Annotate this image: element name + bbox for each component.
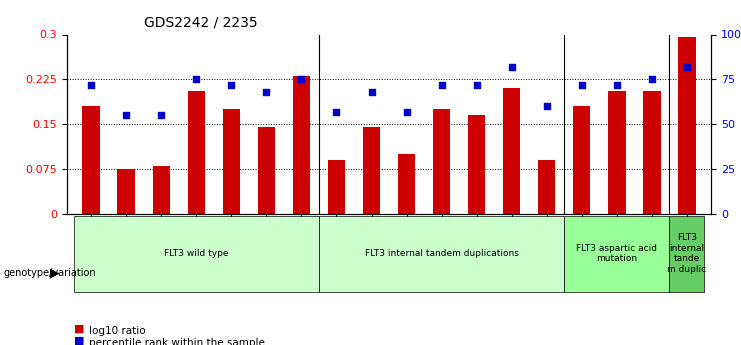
Bar — [363, 127, 380, 214]
Point — [401, 109, 413, 115]
Point — [541, 104, 553, 109]
Point — [85, 82, 97, 88]
Bar — [187, 91, 205, 214]
Bar — [468, 115, 485, 214]
Bar — [293, 76, 310, 214]
Point — [225, 82, 237, 88]
Point — [365, 89, 377, 95]
Point — [611, 82, 622, 88]
Bar — [153, 166, 170, 214]
Bar — [503, 88, 520, 214]
Point — [471, 82, 482, 88]
Bar — [433, 109, 451, 214]
Point — [120, 112, 132, 118]
FancyBboxPatch shape — [319, 216, 564, 292]
Bar — [328, 160, 345, 214]
Bar — [678, 38, 696, 214]
Text: percentile rank within the sample: percentile rank within the sample — [89, 338, 265, 345]
FancyBboxPatch shape — [564, 216, 669, 292]
Bar — [118, 169, 135, 214]
Bar — [82, 106, 100, 214]
Point — [646, 77, 658, 82]
FancyBboxPatch shape — [73, 216, 319, 292]
Point — [156, 112, 167, 118]
Bar — [258, 127, 275, 214]
FancyBboxPatch shape — [669, 216, 705, 292]
Bar — [398, 154, 415, 214]
Point — [505, 64, 517, 70]
Point — [330, 109, 342, 115]
Point — [436, 82, 448, 88]
Bar — [573, 106, 591, 214]
Bar — [222, 109, 240, 214]
Text: FLT3 aspartic acid
mutation: FLT3 aspartic acid mutation — [576, 244, 657, 263]
Point — [190, 77, 202, 82]
Bar — [643, 91, 660, 214]
Text: FLT3
internal
tande
m duplic: FLT3 internal tande m duplic — [668, 234, 706, 274]
Point — [681, 64, 693, 70]
Bar — [608, 91, 625, 214]
Text: genotype/variation: genotype/variation — [4, 268, 96, 277]
Text: GDS2242 / 2235: GDS2242 / 2235 — [144, 15, 258, 29]
Text: log10 ratio: log10 ratio — [89, 326, 145, 336]
Point — [576, 82, 588, 88]
Point — [296, 77, 308, 82]
Text: FLT3 internal tandem duplications: FLT3 internal tandem duplications — [365, 249, 519, 258]
Point — [261, 89, 273, 95]
Text: FLT3 wild type: FLT3 wild type — [164, 249, 228, 258]
Text: ■: ■ — [74, 335, 84, 345]
Bar — [538, 160, 556, 214]
Text: ▶: ▶ — [50, 266, 60, 279]
Text: ■: ■ — [74, 323, 84, 333]
